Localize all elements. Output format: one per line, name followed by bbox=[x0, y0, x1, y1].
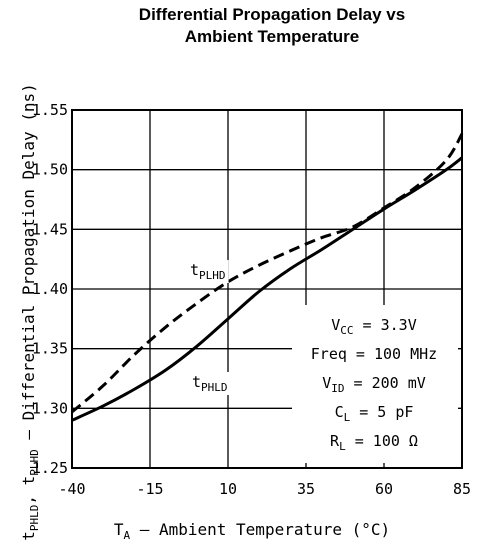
y-tick-label: 1.35 bbox=[32, 340, 68, 358]
x-tick-label: -40 bbox=[58, 480, 85, 498]
conditions-backdrop bbox=[292, 305, 458, 463]
x-tick-label: 35 bbox=[297, 480, 315, 498]
series-label-tplhd: tPLHD bbox=[190, 261, 226, 282]
series-label-tphld: tPHLD bbox=[192, 373, 228, 394]
tick-labels: -40 -15 10 35 60 85 1.25 1.30 1.35 1.40 1.45 1.50 1.… bbox=[32, 101, 471, 498]
condition-line: VCC = 3.3V bbox=[331, 316, 417, 337]
label-backdrop bbox=[187, 260, 229, 283]
y-axis-label: tPHLD, tPLHD – Differential Propagation … bbox=[19, 83, 41, 541]
y-tick-label: 1.30 bbox=[32, 399, 68, 417]
chart-title-line-1: Differential Propagation Delay vs bbox=[139, 5, 405, 24]
series-line-tplhd bbox=[71, 133, 464, 414]
condition-line: Freq = 100 MHz bbox=[311, 345, 437, 363]
condition-line: VID = 200 mV bbox=[322, 374, 426, 395]
series-line-tphld bbox=[71, 156, 463, 422]
test-conditions: VCC = 3.3V Freq = 100 MHz VID = 200 mV CL =… bbox=[292, 305, 458, 463]
x-tick-label: 60 bbox=[375, 480, 393, 498]
y-tick-label: 1.40 bbox=[32, 280, 68, 298]
y-tick-label: 1.25 bbox=[32, 459, 68, 477]
plot-frame bbox=[71, 109, 463, 469]
condition-line: CL = 5 pF bbox=[335, 403, 414, 424]
chart-title-line-2: Ambient Temperature bbox=[185, 27, 359, 46]
y-tick-label: 1.55 bbox=[32, 101, 68, 119]
x-tick-label: 85 bbox=[453, 480, 471, 498]
x-axis-label: TA – Ambient Temperature (°C) bbox=[114, 520, 390, 542]
data-series bbox=[71, 133, 464, 422]
y-tick-label: 1.50 bbox=[32, 161, 68, 179]
x-tick-label: 10 bbox=[219, 480, 237, 498]
x-tick-label: -15 bbox=[136, 480, 163, 498]
y-tick-label: 1.45 bbox=[32, 220, 68, 238]
label-backdrop bbox=[189, 372, 231, 395]
condition-line: RL = 100 Ω bbox=[330, 432, 418, 453]
